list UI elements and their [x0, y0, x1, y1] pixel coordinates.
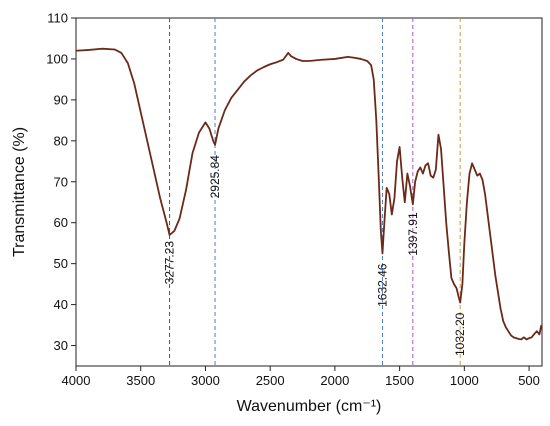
x-axis-ticks: 4000 3500 3000 2500 2000 1500 1000 500	[62, 366, 540, 388]
peak-labels: 3277.23 2925.84 1632.46 1397.91 1032.20	[163, 155, 468, 356]
y-tick-label: 80	[54, 133, 68, 148]
y-axis-title: Transmittance (%)	[11, 127, 28, 257]
y-tick-label: 90	[54, 92, 68, 107]
y-tick-label: 110	[47, 11, 68, 26]
x-tick-label: 500	[518, 373, 540, 388]
x-axis-title: Wavenumber (cm⁻¹)	[237, 398, 382, 415]
peak-label: 3277.23	[163, 241, 177, 285]
x-tick-label: 4000	[62, 373, 91, 388]
peak-label: 1632.46	[375, 263, 389, 307]
y-tick-label: 40	[54, 297, 68, 312]
y-tick-label: 100	[46, 51, 68, 66]
plot-frame	[75, 17, 543, 367]
transmittance-series-line	[75, 47, 543, 341]
peak-label: 1032.20	[453, 312, 467, 356]
y-tick-label: 50	[54, 256, 68, 271]
y-axis-ticks: 30 40 50 60 70 80 90 100 110	[46, 11, 76, 353]
x-tick-label: 3000	[191, 373, 220, 388]
x-tick-label: 1500	[385, 373, 414, 388]
y-tick-label: 70	[54, 174, 68, 189]
peak-label: 2925.84	[208, 155, 222, 199]
y-tick-label: 30	[54, 338, 68, 353]
x-tick-label: 1000	[450, 373, 479, 388]
x-tick-label: 2000	[320, 373, 349, 388]
y-tick-label: 60	[54, 215, 68, 230]
x-tick-label: 3500	[126, 373, 155, 388]
peak-label: 1397.91	[406, 212, 420, 256]
x-tick-label: 2500	[256, 373, 285, 388]
peak-marker-lines	[169, 18, 461, 366]
